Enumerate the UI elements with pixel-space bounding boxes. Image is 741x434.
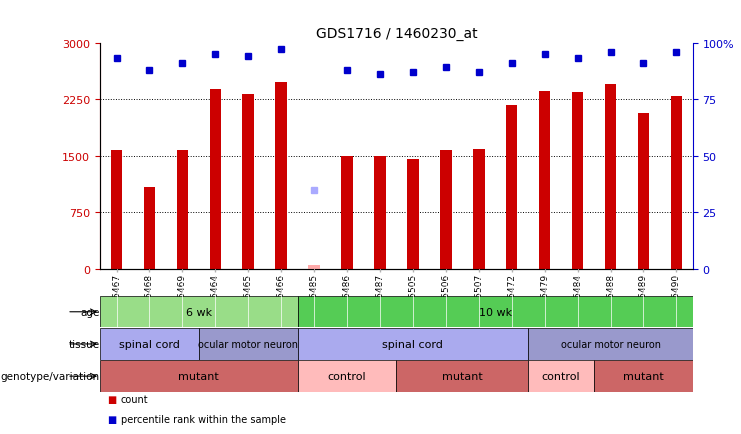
Text: control: control	[542, 372, 580, 381]
Bar	[396, 361, 528, 392]
Text: value, Detection Call = ABSENT: value, Detection Call = ABSENT	[121, 433, 276, 434]
Bar	[605, 85, 617, 269]
Bar	[308, 265, 320, 269]
Bar	[176, 151, 188, 269]
Text: genotype/variation: genotype/variation	[0, 372, 99, 381]
Bar	[276, 82, 287, 269]
Bar	[539, 92, 551, 269]
Text: mutant: mutant	[442, 372, 482, 381]
Text: 6 wk: 6 wk	[186, 307, 212, 317]
Bar	[572, 93, 583, 269]
Text: mutant: mutant	[623, 372, 664, 381]
Text: ■: ■	[107, 433, 116, 434]
Bar	[298, 361, 396, 392]
Bar	[100, 361, 298, 392]
Text: tissue: tissue	[68, 339, 99, 349]
Text: spinal cord: spinal cord	[382, 339, 443, 349]
Bar	[528, 329, 693, 360]
Text: age: age	[80, 307, 99, 317]
Bar	[473, 149, 485, 269]
Text: ocular motor neuron: ocular motor neuron	[560, 339, 660, 349]
Text: count: count	[121, 394, 148, 404]
Bar	[100, 296, 298, 328]
Text: percentile rank within the sample: percentile rank within the sample	[121, 414, 286, 424]
Text: 10 wk: 10 wk	[479, 307, 512, 317]
Text: ■: ■	[107, 394, 116, 404]
Bar	[374, 157, 386, 269]
Bar	[528, 361, 594, 392]
Bar	[298, 296, 693, 328]
Bar	[144, 188, 155, 269]
Bar	[242, 95, 254, 269]
Text: control: control	[328, 372, 366, 381]
Bar	[110, 150, 122, 269]
Title: GDS1716 / 1460230_at: GDS1716 / 1460230_at	[316, 27, 477, 41]
Bar	[298, 329, 528, 360]
Bar	[440, 151, 451, 269]
Bar	[199, 329, 298, 360]
Bar	[210, 90, 221, 269]
Bar	[342, 156, 353, 269]
Bar	[671, 97, 682, 269]
Bar	[638, 113, 649, 269]
Text: mutant: mutant	[179, 372, 219, 381]
Text: ■: ■	[107, 414, 116, 424]
Bar	[506, 106, 517, 269]
Bar	[100, 329, 199, 360]
Bar	[407, 159, 419, 269]
Text: spinal cord: spinal cord	[119, 339, 180, 349]
Bar	[594, 361, 693, 392]
Text: ocular motor neuron: ocular motor neuron	[199, 339, 298, 349]
